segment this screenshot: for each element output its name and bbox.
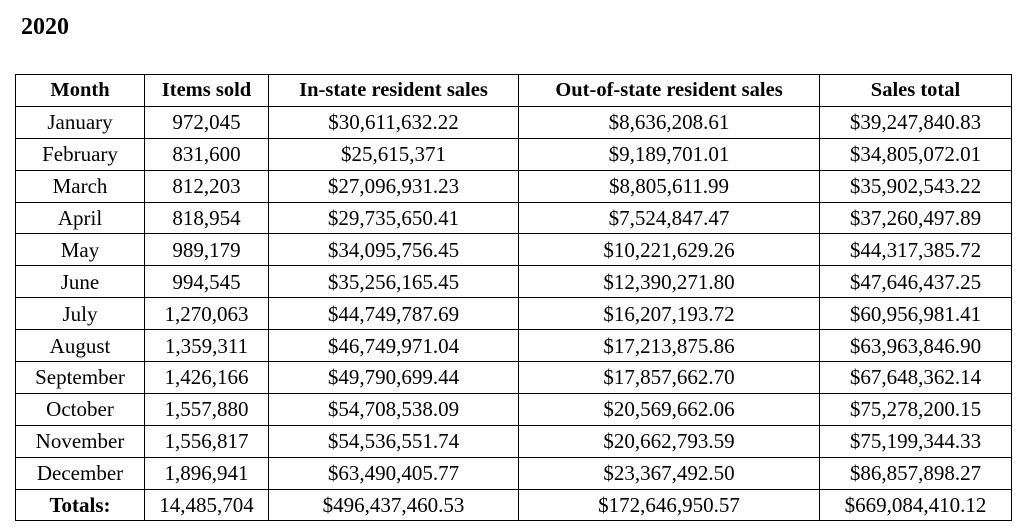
items-sold-cell: 1,270,063 bbox=[144, 297, 269, 331]
items-sold-cell: 1,557,880 bbox=[144, 392, 269, 426]
table-row: July 1,270,063 $44,749,787.69 $16,207,193.7… bbox=[15, 297, 1012, 331]
items-sold-cell: 1,426,166 bbox=[144, 361, 269, 394]
sales-total-cell: $86,857,898.27 bbox=[819, 456, 1012, 490]
items-sold-cell: 994,545 bbox=[144, 265, 269, 299]
totals-sales-total-cell: $669,084,410.12 bbox=[819, 488, 1012, 522]
month-cell: March bbox=[15, 169, 145, 203]
items-sold-cell: 812,203 bbox=[144, 169, 269, 203]
header-items-sold: Items sold bbox=[144, 74, 269, 107]
items-sold-cell: 989,179 bbox=[144, 233, 269, 267]
in-state-sales-cell: $29,735,650.41 bbox=[268, 201, 519, 235]
out-of-state-sales-cell: $7,524,847.47 bbox=[518, 201, 820, 235]
table-row: February 831,600 $25,615,371 $9,189,701.01 $… bbox=[15, 137, 1012, 171]
in-state-sales-cell: $35,256,165.45 bbox=[268, 265, 519, 299]
in-state-sales-cell: $27,096,931.23 bbox=[268, 169, 519, 203]
month-cell: July bbox=[15, 297, 145, 331]
month-cell: October bbox=[15, 392, 145, 426]
totals-out-of-state-sales-cell: $172,646,950.57 bbox=[518, 488, 820, 522]
table-row: March 812,203 $27,096,931.23 $8,805,611.99 $… bbox=[15, 169, 1012, 203]
in-state-sales-cell: $54,708,538.09 bbox=[268, 392, 519, 426]
sales-total-cell: $37,260,497.89 bbox=[819, 201, 1012, 235]
table-row: August 1,359,311 $46,749,971.04 $17,213,875… bbox=[15, 329, 1012, 363]
out-of-state-sales-cell: $17,857,662.70 bbox=[518, 361, 820, 394]
table-body: January 972,045 $30,611,632.22 $8,636,208.6… bbox=[15, 105, 1012, 522]
in-state-sales-cell: $54,536,551.74 bbox=[268, 424, 519, 458]
in-state-sales-cell: $44,749,787.69 bbox=[268, 297, 519, 331]
sales-total-cell: $67,648,362.14 bbox=[819, 361, 1012, 394]
table-row: May 989,179 $34,095,756.45 $10,221,629.26 $4… bbox=[15, 233, 1012, 267]
month-cell: February bbox=[15, 137, 145, 171]
items-sold-cell: 1,896,941 bbox=[144, 456, 269, 490]
sales-total-cell: $60,956,981.41 bbox=[819, 297, 1012, 331]
out-of-state-sales-cell: $8,805,611.99 bbox=[518, 169, 820, 203]
month-cell: April bbox=[15, 201, 145, 235]
table-row: November 1,556,817 $54,536,551.74 $20,662,7… bbox=[15, 424, 1012, 458]
in-state-sales-cell: $46,749,971.04 bbox=[268, 329, 519, 363]
out-of-state-sales-cell: $9,189,701.01 bbox=[518, 137, 820, 171]
in-state-sales-cell: $25,615,371 bbox=[268, 137, 519, 171]
out-of-state-sales-cell: $8,636,208.61 bbox=[518, 105, 820, 139]
out-of-state-sales-cell: $17,213,875.86 bbox=[518, 329, 820, 363]
items-sold-cell: 1,359,311 bbox=[144, 329, 269, 363]
header-in-state-sales: In-state resident sales bbox=[268, 74, 519, 107]
page-title: 2020 bbox=[21, 14, 69, 40]
in-state-sales-cell: $34,095,756.45 bbox=[268, 233, 519, 267]
items-sold-cell: 1,556,817 bbox=[144, 424, 269, 458]
out-of-state-sales-cell: $10,221,629.26 bbox=[518, 233, 820, 267]
sales-total-cell: $35,902,543.22 bbox=[819, 169, 1012, 203]
items-sold-cell: 831,600 bbox=[144, 137, 269, 171]
totals-in-state-sales-cell: $496,437,460.53 bbox=[268, 488, 519, 522]
sales-table: Month Items sold In-state resident sales… bbox=[15, 74, 1012, 522]
totals-label: Totals: bbox=[15, 488, 145, 522]
month-cell: June bbox=[15, 265, 145, 299]
month-cell: May bbox=[15, 233, 145, 267]
sales-total-cell: $63,963,846.90 bbox=[819, 329, 1012, 363]
table-header-row: Month Items sold In-state resident sales… bbox=[15, 74, 1012, 107]
month-cell: December bbox=[15, 456, 145, 490]
table-row: October 1,557,880 $54,708,538.09 $20,569,66… bbox=[15, 392, 1012, 426]
out-of-state-sales-cell: $16,207,193.72 bbox=[518, 297, 820, 331]
out-of-state-sales-cell: $23,367,492.50 bbox=[518, 456, 820, 490]
table-row: January 972,045 $30,611,632.22 $8,636,208.6… bbox=[15, 105, 1012, 139]
out-of-state-sales-cell: $20,569,662.06 bbox=[518, 392, 820, 426]
items-sold-cell: 972,045 bbox=[144, 105, 269, 139]
in-state-sales-cell: $30,611,632.22 bbox=[268, 105, 519, 139]
sales-total-cell: $44,317,385.72 bbox=[819, 233, 1012, 267]
table-row: June 994,545 $35,256,165.45 $12,390,271.80 $… bbox=[15, 265, 1012, 299]
sales-total-cell: $47,646,437.25 bbox=[819, 265, 1012, 299]
header-month: Month bbox=[15, 74, 145, 107]
header-out-of-state-sales: Out-of-state resident sales bbox=[518, 74, 820, 107]
table-row: December 1,896,941 $63,490,405.77 $23,367,4… bbox=[15, 456, 1012, 490]
in-state-sales-cell: $49,790,699.44 bbox=[268, 361, 519, 394]
sales-total-cell: $75,278,200.15 bbox=[819, 392, 1012, 426]
sales-total-cell: $34,805,072.01 bbox=[819, 137, 1012, 171]
header-sales-total: Sales total bbox=[819, 74, 1012, 107]
month-cell: September bbox=[15, 361, 145, 394]
sales-total-cell: $39,247,840.83 bbox=[819, 105, 1012, 139]
totals-items-sold-cell: 14,485,704 bbox=[144, 488, 269, 522]
table-row: April 818,954 $29,735,650.41 $7,524,847.47 $… bbox=[15, 201, 1012, 235]
table-row: September 1,426,166 $49,790,699.44 $17,857,… bbox=[15, 361, 1012, 394]
items-sold-cell: 818,954 bbox=[144, 201, 269, 235]
out-of-state-sales-cell: $20,662,793.59 bbox=[518, 424, 820, 458]
month-cell: August bbox=[15, 329, 145, 363]
totals-row: Totals: 14,485,704 $496,437,460.53 $172,646… bbox=[15, 488, 1012, 522]
in-state-sales-cell: $63,490,405.77 bbox=[268, 456, 519, 490]
month-cell: January bbox=[15, 105, 145, 139]
month-cell: November bbox=[15, 424, 145, 458]
sales-total-cell: $75,199,344.33 bbox=[819, 424, 1012, 458]
out-of-state-sales-cell: $12,390,271.80 bbox=[518, 265, 820, 299]
